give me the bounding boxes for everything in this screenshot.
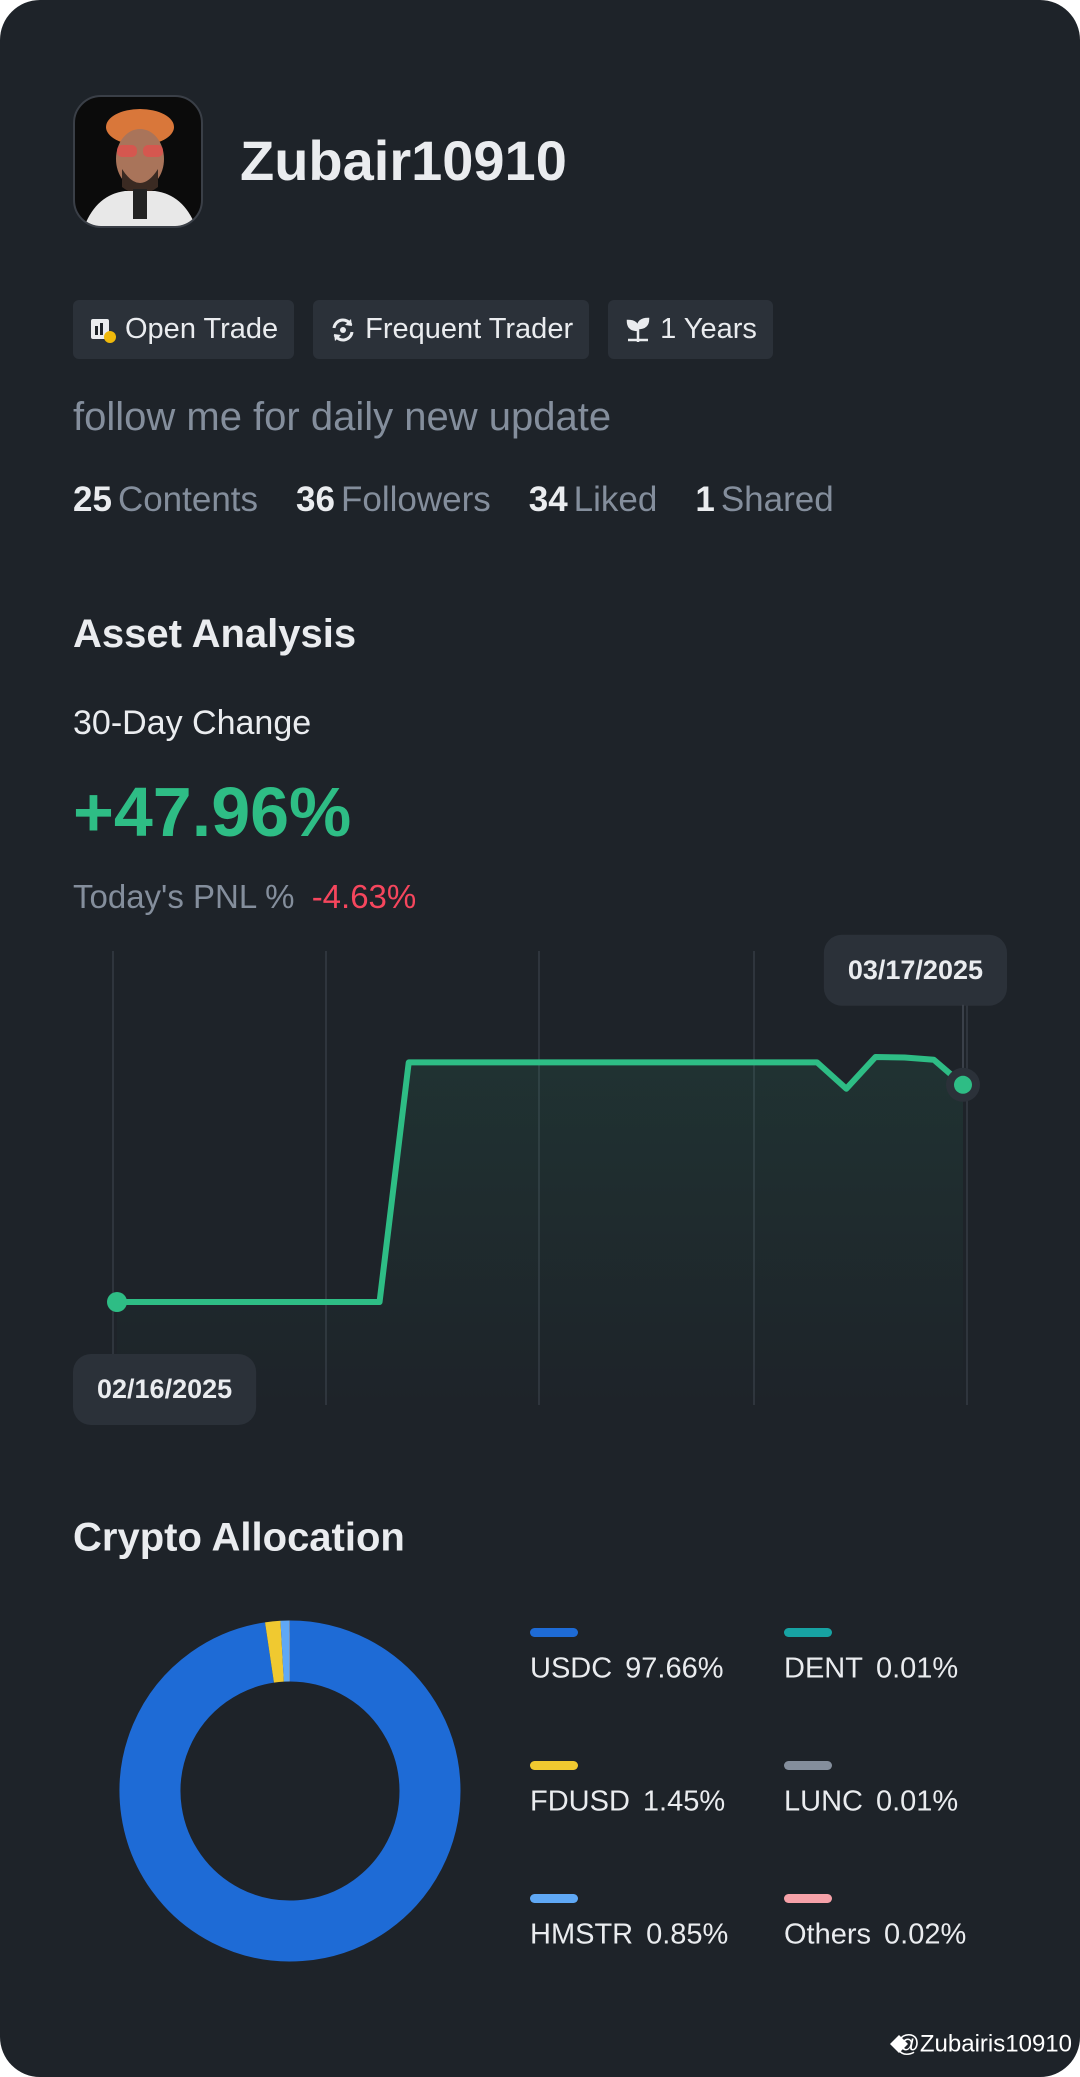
change-label: 30-Day Change [73,704,312,742]
legend-name: HMSTR [530,1919,633,1951]
point [107,1292,127,1312]
pnl-row: Today's PNL % -4.63% [73,878,416,916]
date-tooltip: 02/16/2025 [73,1354,257,1425]
avatar-image [84,109,196,226]
stat-count: 25 [73,480,112,519]
date-label: 02/16/2025 [97,1374,232,1404]
point [954,1075,972,1094]
area [117,1057,963,1405]
tag[interactable]: Frequent Trader [313,300,590,359]
pnl-label: Today's PNL % [73,878,295,915]
stat[interactable]: 36 Followers [296,480,491,520]
legend-item[interactable]: Others 0.02% [784,1894,966,1951]
section-title: Asset Analysis [73,612,357,656]
tag-icon [332,318,354,341]
tag-list: Open Trade Frequent Trader 1 Years [73,300,773,359]
stat[interactable]: 25 Contents [73,480,258,520]
stat-label: Liked [573,480,658,519]
legend-item[interactable]: FDUSD 1.45% [530,1761,725,1818]
tag-text: Frequent Trader [365,313,574,345]
donut-segment [119,1620,461,1962]
stat-label: Shared [720,480,834,519]
legend-value: 1.45% [643,1786,725,1818]
line [114,1054,966,1305]
legend-name: FDUSD [530,1786,630,1818]
stat[interactable]: 34 Liked [529,480,658,520]
legend-item[interactable]: USDC 97.66% [530,1628,724,1685]
legend-item[interactable]: HMSTR 0.85% [530,1894,728,1951]
tag-text: 1 Years [660,313,757,345]
stat-label: Contents [117,480,259,519]
legend-swatch [784,1628,832,1637]
stat-count: 36 [296,480,335,519]
legend-value: 0.01% [876,1653,958,1685]
stat[interactable]: 1 Shared [695,480,833,520]
bio: follow me for daily new update [73,395,612,439]
tooltip-box [823,934,1007,1006]
watermark: @Zubairis10910 [896,2030,1072,2057]
tag[interactable]: 1 Years [608,300,773,359]
legend-name: USDC [530,1653,612,1685]
legend-value: 97.66% [625,1653,723,1685]
tag-icon [91,318,116,343]
pnl-value: -4.63% [311,878,417,915]
stats: 25 Contents 36 Followers 34 Liked 1 Shared [73,480,834,520]
donut-segment [265,1620,285,1683]
date-tooltip: 03/17/2025 [823,934,1007,1085]
tooltip-box [73,1354,257,1425]
legend-swatch [784,1894,832,1903]
date-label: 03/17/2025 [848,955,983,985]
legend-name: DENT [784,1653,863,1685]
legend-name: Others [784,1919,871,1951]
tag[interactable]: Open Trade [73,300,295,359]
legend-swatch [530,1628,578,1637]
tag-text: Open Trade [125,313,279,345]
legend-item[interactable]: DENT 0.01% [784,1628,958,1685]
legend-value: 0.01% [876,1786,958,1818]
avatar[interactable] [73,95,203,228]
legend-swatch [530,1761,578,1770]
username: Zubair10910 [240,129,567,192]
legend-swatch [530,1894,578,1903]
tag-icon [626,317,650,342]
legend-value: 0.85% [646,1919,728,1951]
watermark-icon [890,2035,908,2053]
legend-value: 0.02% [884,1919,966,1951]
stat-label: Followers [340,480,491,519]
legend-item[interactable]: LUNC 0.01% [784,1761,958,1818]
legend-name: LUNC [784,1786,863,1818]
stat-count: 1 [695,480,715,519]
section-title: Crypto Allocation [73,1516,405,1560]
legend-swatch [784,1761,832,1770]
stat-count: 34 [528,480,568,519]
change-value: +47.96% [73,773,352,851]
